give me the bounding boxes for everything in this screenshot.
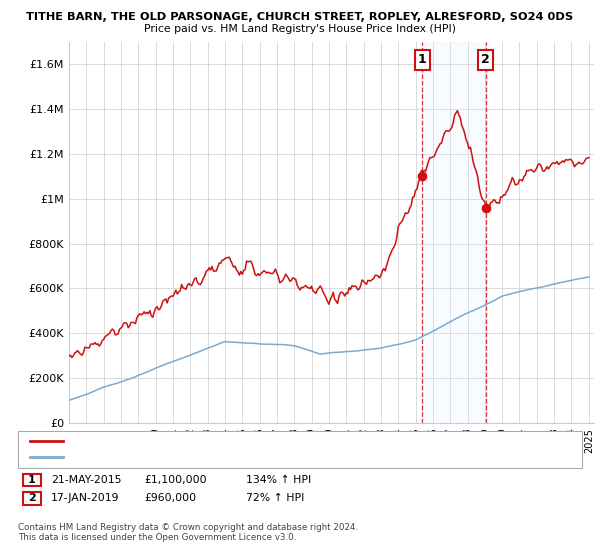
Text: 21-MAY-2015: 21-MAY-2015	[51, 475, 121, 485]
Text: 1: 1	[418, 53, 427, 67]
Text: TITHE BARN, THE OLD PARSONAGE, CHURCH STREET, ROPLEY, ALRESFORD, SO24 0DS: TITHE BARN, THE OLD PARSONAGE, CHURCH ST…	[26, 12, 574, 22]
Text: 2: 2	[481, 53, 490, 67]
Bar	[422, 42, 485, 423]
Text: TITHE BARN, THE OLD PARSONAGE, CHURCH STREET, ROPLEY, ALRESFORD, SO24 0DS (: TITHE BARN, THE OLD PARSONAGE, CHURCH ST…	[69, 437, 485, 446]
Text: 1: 1	[28, 475, 35, 485]
Text: 2: 2	[28, 493, 35, 503]
Text: HPI: Average price, detached house, East Hampshire: HPI: Average price, detached house, East…	[69, 453, 320, 462]
Text: Price paid vs. HM Land Registry's House Price Index (HPI): Price paid vs. HM Land Registry's House …	[144, 24, 456, 34]
Text: £1,100,000: £1,100,000	[144, 475, 206, 485]
Text: 72% ↑ HPI: 72% ↑ HPI	[246, 493, 304, 503]
Text: £960,000: £960,000	[144, 493, 196, 503]
Text: Contains HM Land Registry data © Crown copyright and database right 2024.: Contains HM Land Registry data © Crown c…	[18, 523, 358, 532]
Text: 134% ↑ HPI: 134% ↑ HPI	[246, 475, 311, 485]
Text: This data is licensed under the Open Government Licence v3.0.: This data is licensed under the Open Gov…	[18, 533, 296, 542]
Text: 17-JAN-2019: 17-JAN-2019	[51, 493, 119, 503]
